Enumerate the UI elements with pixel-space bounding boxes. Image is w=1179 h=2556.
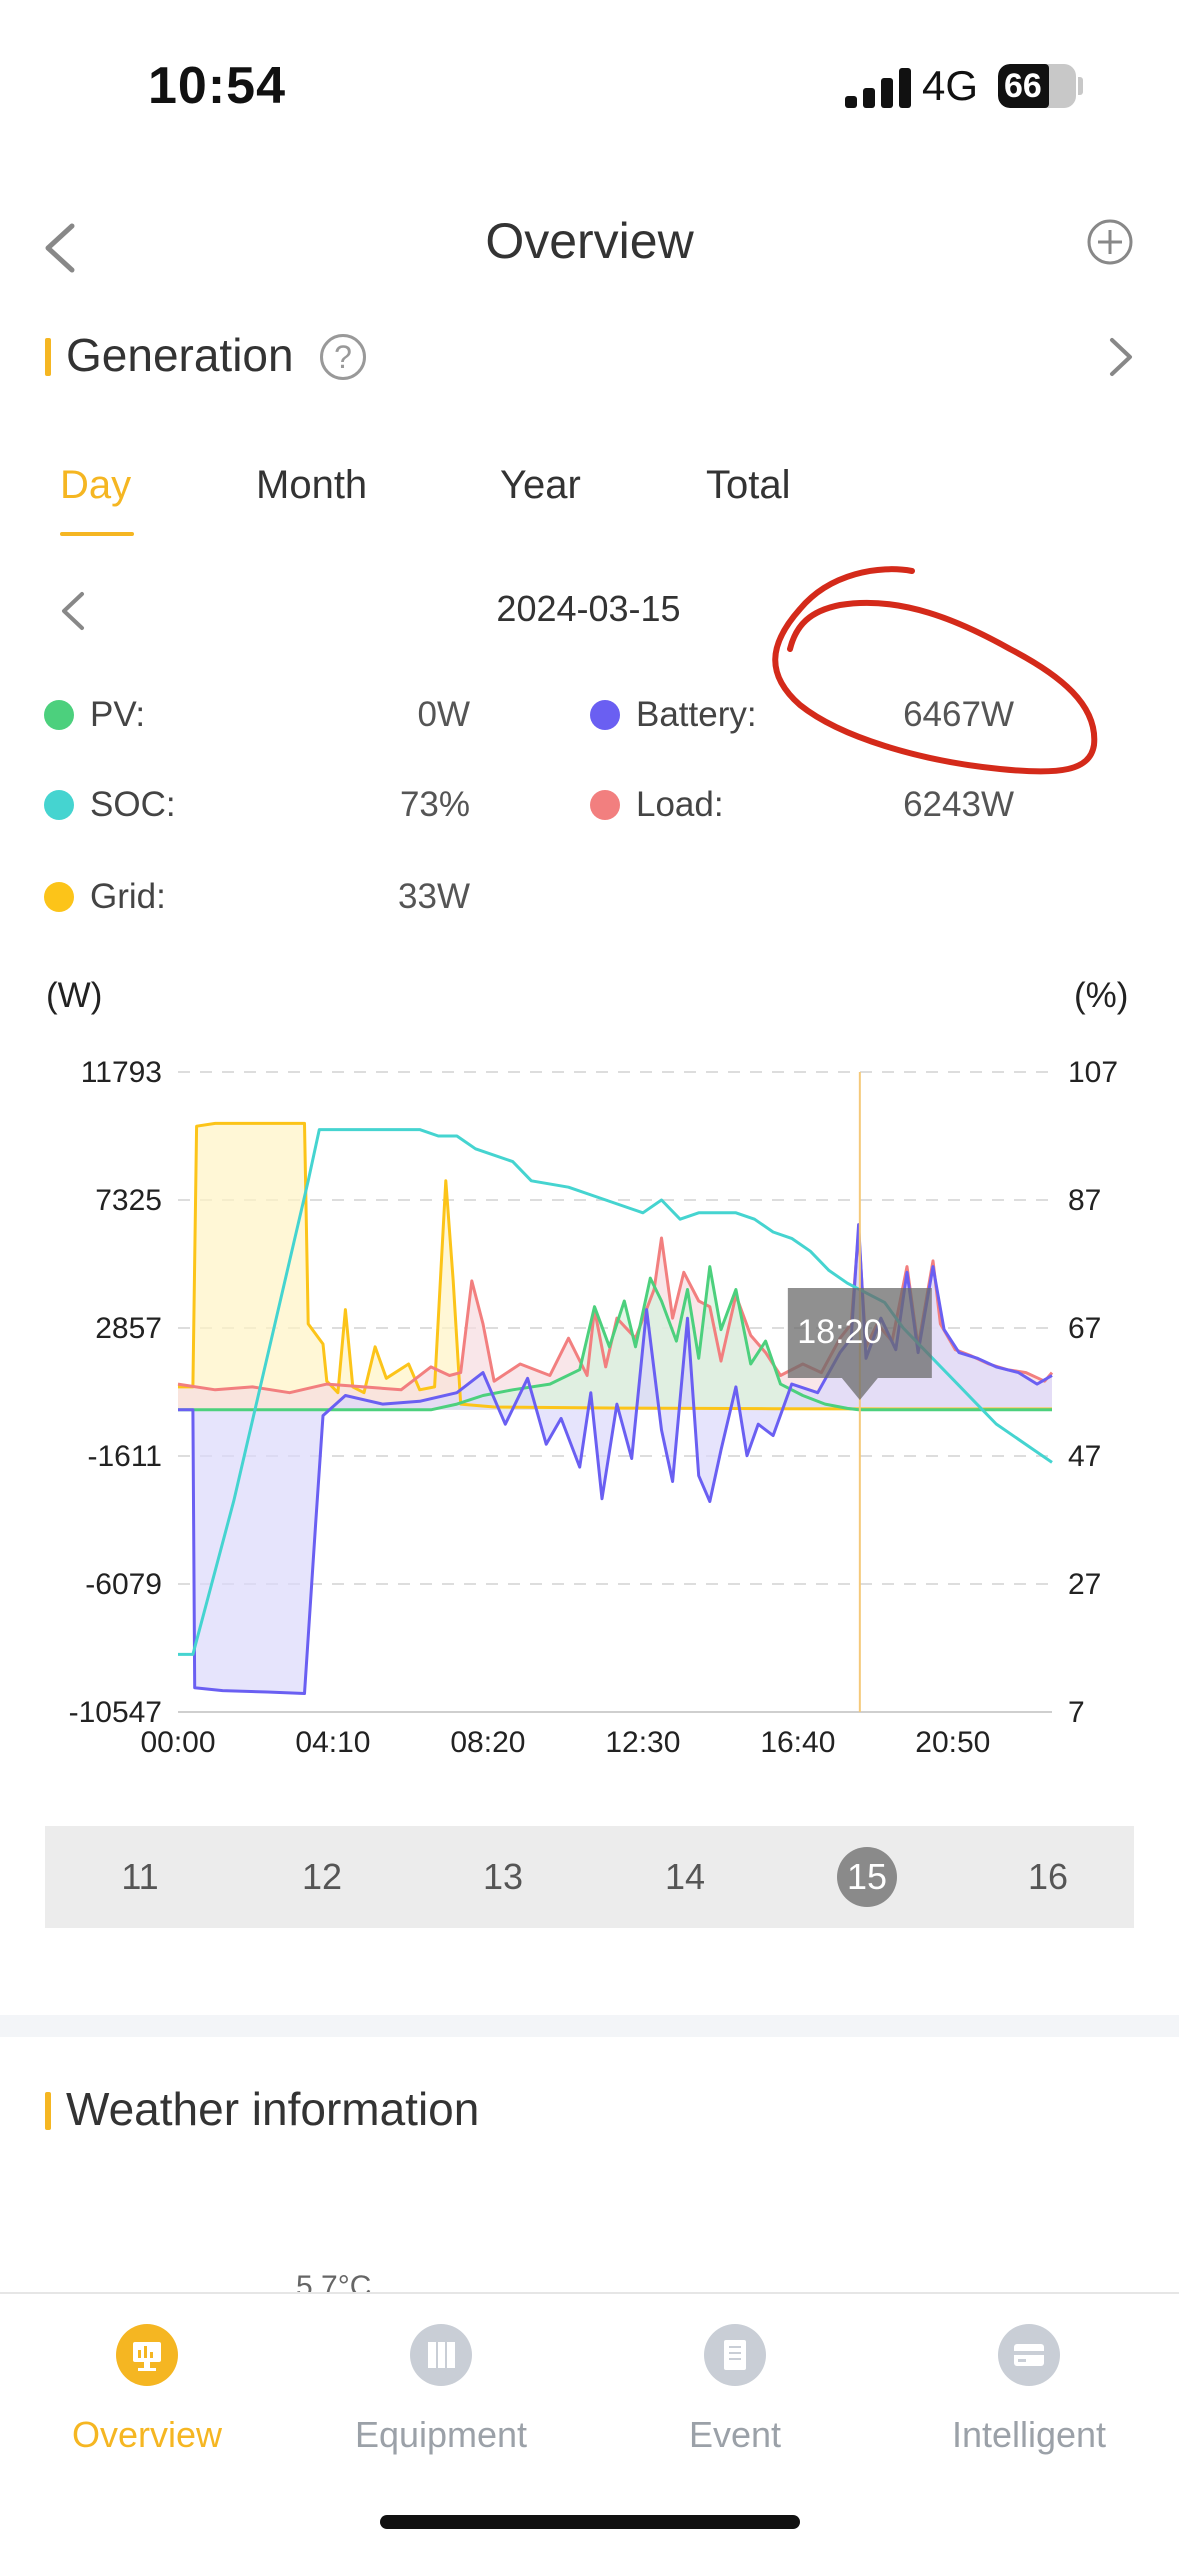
day-selector: 11 12 13 14 15 16 bbox=[45, 1826, 1134, 1928]
series-area-battery bbox=[178, 1224, 1052, 1694]
tooltip-box bbox=[787, 1288, 932, 1378]
back-button[interactable] bbox=[38, 218, 88, 278]
plus-circle-icon bbox=[1087, 219, 1133, 265]
nav-intelligent-label: Intelligent bbox=[951, 2414, 1107, 2455]
day-13[interactable]: 13 bbox=[482, 1856, 524, 1897]
y2-tick-label: 107 bbox=[1068, 1056, 1118, 1089]
battery-icon: 66 bbox=[998, 64, 1076, 108]
active-tab-indicator bbox=[60, 532, 134, 536]
nav-event[interactable]: Event bbox=[588, 2324, 882, 2456]
load-dot bbox=[590, 790, 620, 820]
page-title: Overview bbox=[485, 213, 694, 269]
y2-tick-label: 27 bbox=[1068, 1568, 1101, 1601]
tooltip-pointer bbox=[841, 1378, 878, 1400]
y2-tick-label: 7 bbox=[1068, 1696, 1085, 1729]
grid-value: 33W bbox=[398, 877, 470, 916]
y-tick-label: 11793 bbox=[81, 1056, 162, 1089]
soc-label: SOC: bbox=[90, 785, 176, 824]
battery-tip bbox=[1078, 77, 1083, 95]
bottom-nav: Overview Equipment Event Intelligent bbox=[0, 2292, 1179, 2556]
tab-day[interactable]: Day bbox=[60, 463, 132, 507]
y2-tick-label: 67 bbox=[1068, 1312, 1101, 1345]
x-tick-label: 04:10 bbox=[295, 1726, 370, 1759]
y2-tick-label: 87 bbox=[1068, 1184, 1101, 1217]
section-divider bbox=[0, 2015, 1179, 2037]
section-accent-bar bbox=[45, 338, 51, 376]
y-tick-label: -1611 bbox=[87, 1440, 162, 1473]
soc-value: 73% bbox=[399, 785, 470, 824]
chart-axes: 11793 107 7325 87 2857 67 -1611 47 -6079 27 -10547… bbox=[69, 1056, 1118, 1759]
load-value: 6243W bbox=[903, 785, 1014, 824]
day-14[interactable]: 14 bbox=[664, 1856, 706, 1897]
right-axis-unit: (%) bbox=[1074, 976, 1129, 1015]
panels-icon bbox=[410, 2324, 472, 2386]
chevron-left-icon bbox=[45, 223, 75, 273]
day-16[interactable]: 16 bbox=[1027, 1856, 1069, 1897]
pv-dot bbox=[44, 700, 74, 730]
card-icon bbox=[998, 2324, 1060, 2386]
soc-dot bbox=[44, 790, 74, 820]
status-time: 10:54 bbox=[148, 57, 286, 115]
day-15[interactable]: 15 bbox=[827, 1826, 907, 1928]
monitor-icon bbox=[116, 2324, 178, 2386]
x-tick-label: 12:30 bbox=[605, 1726, 680, 1759]
series-area-grid bbox=[178, 1123, 1052, 1410]
y2-tick-label: 47 bbox=[1068, 1440, 1101, 1473]
network-type: 4G bbox=[922, 62, 979, 109]
y-tick-label: -6079 bbox=[85, 1568, 162, 1601]
battery-value: 6467W bbox=[903, 695, 1014, 734]
signal-icon bbox=[845, 68, 913, 108]
day-11[interactable]: 11 bbox=[121, 1856, 159, 1897]
chart-cursor: 18:20 bbox=[787, 1072, 932, 1712]
y-tick-label: 7325 bbox=[95, 1184, 162, 1217]
nav-intelligent[interactable]: Intelligent bbox=[882, 2324, 1176, 2456]
nav-equipment[interactable]: Equipment bbox=[294, 2324, 588, 2456]
x-tick-label: 08:20 bbox=[450, 1726, 525, 1759]
series-line-grid bbox=[178, 1121, 1052, 1411]
generation-more-button[interactable] bbox=[1106, 334, 1136, 380]
series-line-soc bbox=[178, 1128, 1053, 1656]
battery-dot bbox=[590, 700, 620, 730]
x-tick-label: 16:40 bbox=[760, 1726, 835, 1759]
chevron-left-icon bbox=[62, 592, 84, 630]
clipboard-icon bbox=[704, 2324, 766, 2386]
grid-label: Grid: bbox=[90, 877, 166, 916]
generation-title: Generation bbox=[66, 329, 294, 381]
tab-total[interactable]: Total bbox=[706, 463, 791, 507]
chart-lines bbox=[177, 1121, 1054, 1695]
power-chart[interactable]: 11793 107 7325 87 2857 67 -1611 47 -6079 27 -10547… bbox=[0, 1040, 1179, 1780]
series-area-pv bbox=[178, 1266, 1052, 1410]
help-icon[interactable]: ? bbox=[320, 334, 366, 380]
current-date: 2024-03-15 bbox=[496, 588, 681, 629]
weather-title: Weather information bbox=[66, 2083, 480, 2135]
chevron-right-icon bbox=[1110, 338, 1132, 376]
x-tick-label: 00:00 bbox=[140, 1726, 215, 1759]
battery-level: 66 bbox=[1004, 67, 1042, 105]
previous-date-button[interactable] bbox=[58, 588, 88, 634]
nav-equipment-label: Equipment bbox=[354, 2414, 528, 2455]
left-axis-unit: (W) bbox=[46, 976, 103, 1015]
battery-label: Battery: bbox=[636, 695, 757, 734]
y-tick-label: 2857 bbox=[95, 1312, 162, 1345]
tooltip-time: 18:20 bbox=[797, 1313, 882, 1351]
pv-label: PV: bbox=[90, 695, 146, 734]
y-tick-label: -10547 bbox=[69, 1696, 162, 1729]
add-button[interactable] bbox=[1086, 218, 1134, 266]
grid-dot bbox=[44, 882, 74, 912]
nav-event-label: Event bbox=[688, 2414, 782, 2455]
load-label: Load: bbox=[636, 785, 724, 824]
series-line-pv bbox=[178, 1265, 1052, 1412]
day-12[interactable]: 12 bbox=[301, 1856, 343, 1897]
tab-year[interactable]: Year bbox=[500, 463, 581, 507]
tab-month[interactable]: Month bbox=[256, 463, 368, 507]
nav-overview[interactable]: Overview bbox=[0, 2324, 294, 2456]
pv-value: 0W bbox=[417, 695, 471, 734]
x-tick-label: 20:50 bbox=[915, 1726, 990, 1759]
home-indicator bbox=[380, 2515, 800, 2529]
nav-overview-label: Overview bbox=[71, 2414, 223, 2455]
section-accent-bar bbox=[45, 2092, 51, 2130]
